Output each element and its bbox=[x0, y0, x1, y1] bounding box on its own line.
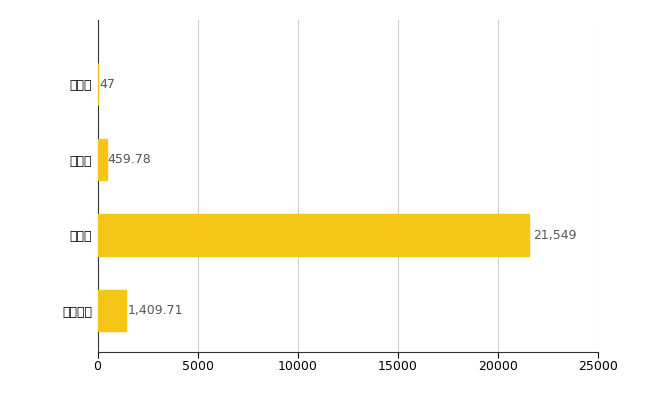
Text: 1,409.71: 1,409.71 bbox=[128, 304, 183, 317]
Text: 459.78: 459.78 bbox=[108, 153, 151, 166]
Bar bbox=[98, 290, 125, 331]
Text: 47: 47 bbox=[99, 78, 115, 91]
Text: 21,549: 21,549 bbox=[533, 228, 577, 242]
Bar bbox=[98, 139, 107, 180]
Bar bbox=[98, 214, 529, 256]
